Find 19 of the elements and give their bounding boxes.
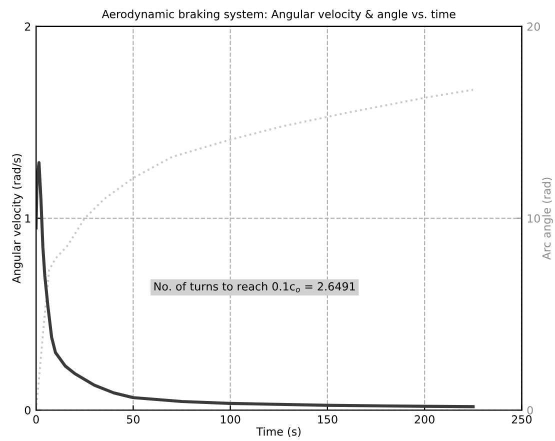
x-tick-label: 200 [414, 415, 434, 424]
y-tick-label: 2 [24, 22, 30, 31]
x-tick-label: 250 [512, 415, 532, 424]
chart-title: Aerodynamic braking system: Angular velocity & angle vs. time [102, 10, 456, 20]
x-tick-label: 50 [126, 415, 140, 424]
y2-tick-label: 10 [528, 214, 540, 223]
x-axis-title: Time (s) [256, 427, 301, 438]
x-tick-label: 150 [318, 415, 338, 424]
y-tick-label: 1 [25, 214, 30, 223]
x-tick-label: 100 [220, 415, 240, 424]
line-series [36, 161, 475, 408]
y2-tick-label: 20 [527, 22, 540, 31]
y-axis-title: Angular velocity (rad/s) [12, 154, 23, 284]
y-tick-label: 0 [24, 406, 30, 415]
annotation: No. of turns to reach 0.1c$_{o}$ = 2.6491 [154, 282, 355, 292]
y2-tick-label: 0 [527, 406, 533, 415]
line-series [36, 88, 474, 410]
x-tick-label: 0 [33, 415, 39, 424]
y2-axis-title: Arc angle (rad) [542, 178, 553, 260]
